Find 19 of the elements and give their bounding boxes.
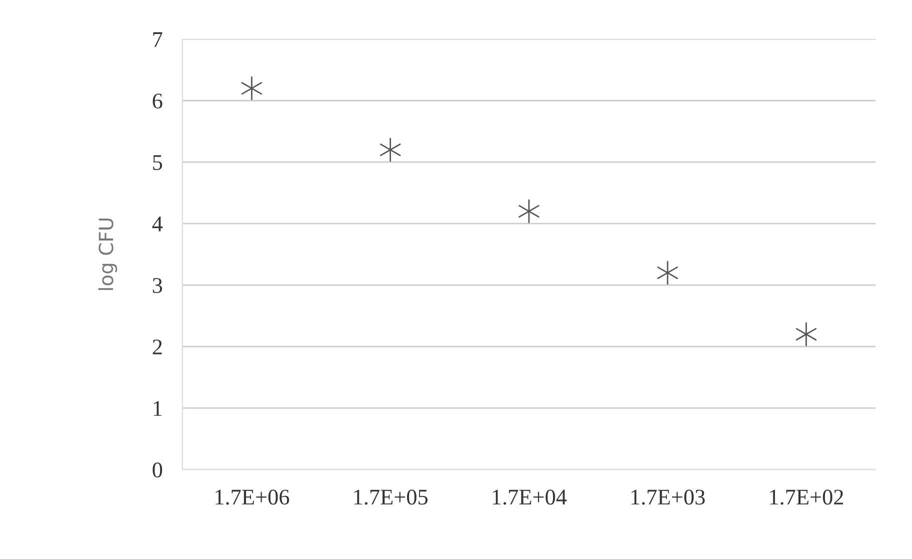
y-tick-label: 6 (152, 94, 162, 109)
y-tick-label: 5 (153, 155, 162, 170)
y-tick-label: 1 (154, 401, 162, 416)
point (657, 260, 678, 285)
y-tick-label: 4 (152, 216, 163, 232)
x-tick-label: 1.7E+03 (631, 490, 705, 505)
y-axis-title: log CFU (98, 218, 118, 290)
point (796, 322, 817, 346)
point (380, 138, 401, 162)
y-tick-label: 2 (152, 340, 162, 354)
point (518, 199, 540, 224)
x-tick-label: 1.7E+02 (770, 490, 844, 505)
x-tick-label: 1.7E+05 (354, 490, 428, 505)
x-tick-label: 1.7E+06 (216, 490, 290, 505)
y-tick-label: 0 (152, 462, 162, 478)
point (241, 76, 262, 100)
x-tick-label: 1.7E+04 (492, 490, 567, 505)
y-tick-label: 7 (153, 32, 162, 47)
y-tick-label: 3 (152, 278, 162, 294)
